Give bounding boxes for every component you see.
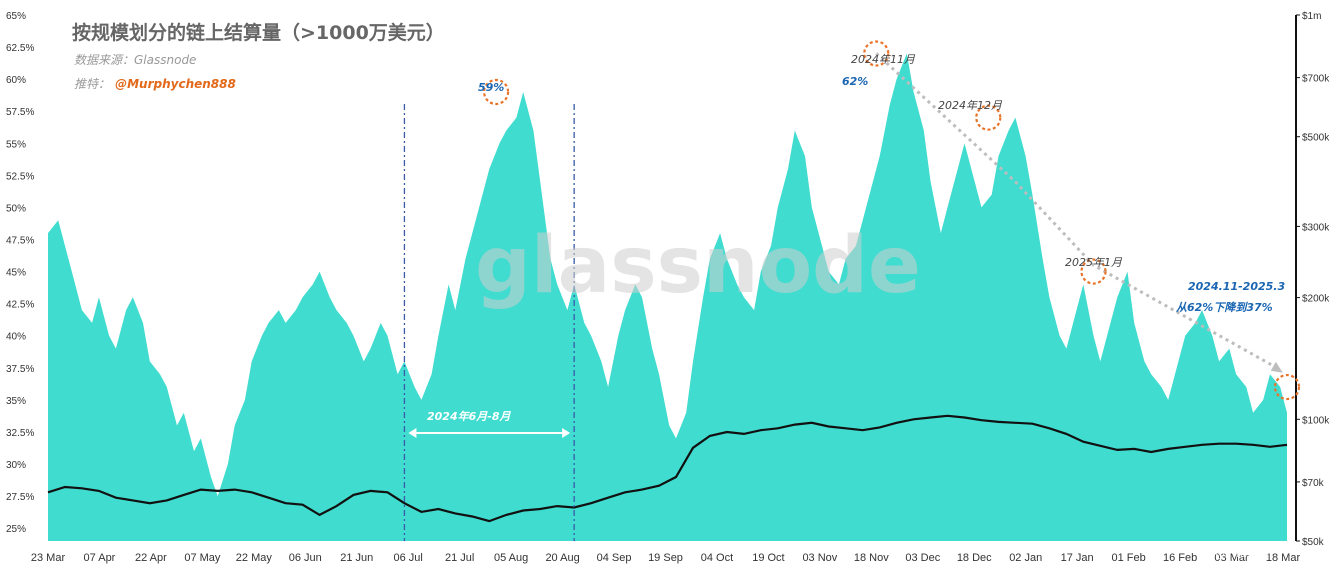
x-tick-label: 22 Apr — [135, 552, 167, 564]
x-tick-label: 23 Mar — [31, 552, 66, 564]
y-right-tick-label: $100k — [1302, 415, 1330, 426]
period-label: 2024年6月-8月 — [427, 410, 511, 423]
x-tick-label: 17 Jan — [1061, 552, 1094, 564]
summary-change-label: 从62%下降到37% — [1176, 301, 1273, 314]
y-left-tick-label: 25% — [6, 524, 26, 535]
peak-circle — [482, 78, 510, 106]
y-right-tick-label: $500k — [1302, 133, 1330, 144]
author-prefix: 推特： — [74, 77, 110, 91]
x-tick-label: 03 Mar — [1214, 552, 1249, 564]
nov-label: 2024年11月 — [851, 53, 916, 66]
watermark: glassnode — [475, 221, 921, 311]
jan-label: 2025年1月 — [1065, 256, 1123, 269]
x-tick-label: 18 Mar — [1266, 552, 1301, 564]
chart-title: 按规模划分的链上结算量（>1000万美元） — [72, 21, 445, 44]
decline-trend-arrowhead — [1270, 361, 1283, 373]
x-tick-label: 22 May — [236, 552, 273, 564]
y-axis-right: $1m $700k $500k $300k $200k $100k $70k $50k — [1295, 11, 1330, 548]
x-tick-label: 03 Nov — [802, 552, 837, 564]
x-tick-label: 18 Dec — [957, 552, 992, 564]
x-tick-label: 18 Nov — [854, 552, 889, 564]
x-tick-label: 02 Jan — [1009, 552, 1042, 564]
period-arrow-right-head — [562, 428, 571, 438]
x-tick-label: 01 Feb — [1112, 552, 1146, 564]
btc-price-line — [47, 414, 1288, 523]
y-right-tick-label: $1m — [1302, 11, 1321, 22]
y-left-tick-label: 42.5% — [6, 300, 34, 311]
summary-range-label: 2024.11-2025.3 — [1188, 280, 1285, 293]
data-source: 数据来源：Glassnode — [74, 53, 196, 67]
x-tick-label: 20 Aug — [545, 552, 579, 564]
y-left-tick-label: 47.5% — [6, 236, 34, 247]
x-tick-label: 21 Jul — [445, 552, 474, 564]
y-left-tick-label: 65% — [6, 11, 26, 22]
peak-circle — [1273, 373, 1301, 401]
x-tick-label: 04 Sep — [597, 552, 632, 564]
y-left-tick-label: 27.5% — [6, 492, 34, 503]
peak-jul-label: 59% — [478, 81, 504, 94]
y-right-tick-label: $300k — [1302, 222, 1330, 233]
x-tick-label: 03 Dec — [905, 552, 940, 564]
y-left-tick-label: 45% — [6, 268, 26, 279]
decline-trend-arrow — [875, 52, 1278, 370]
y-axis-left: 65% 62.5% 60% 57.5% 55% 52.5% 50% 47.5% 45% 42.5%… — [6, 11, 34, 535]
x-tick-label: 19 Oct — [752, 552, 784, 564]
peak-circle — [1080, 258, 1107, 285]
y-left-tick-label: 32.5% — [6, 428, 34, 439]
x-tick-label: 21 Jun — [340, 552, 373, 564]
y-right-tick-label: $50k — [1302, 537, 1325, 548]
x-tick-label: 07 May — [184, 552, 221, 564]
x-axis: 23 Mar 07 Apr 22 Apr 07 May 22 May 06 Jun 21 J… — [31, 552, 1301, 564]
x-tick-label: 06 Jul — [394, 552, 423, 564]
y-right-tick-label: $700k — [1302, 74, 1330, 85]
x-tick-label: 04 Oct — [701, 552, 733, 564]
dec-label: 2024年12月 — [938, 99, 1003, 112]
annotation-layer — [403, 40, 1301, 541]
nov-value-label: 62% — [842, 75, 868, 88]
y-left-tick-label: 55% — [6, 139, 26, 150]
x-tick-label: 16 Feb — [1163, 552, 1197, 564]
author-handle[interactable]: @Murphychen888 — [115, 77, 236, 91]
x-tick-label: 05 Aug — [494, 552, 528, 564]
y-left-tick-label: 52.5% — [6, 171, 34, 182]
y-left-tick-label: 37.5% — [6, 364, 34, 375]
y-left-tick-label: 62.5% — [6, 43, 34, 54]
y-left-tick-label: 30% — [6, 460, 26, 471]
y-right-tick-label: $200k — [1302, 294, 1330, 305]
y-right-tick-label: $70k — [1302, 478, 1325, 489]
y-left-tick-label: 57.5% — [6, 107, 34, 118]
x-tick-label: 06 Jun — [289, 552, 322, 564]
y-left-tick-label: 60% — [6, 75, 26, 86]
period-arrow-left-head — [408, 428, 417, 438]
peak-circle — [863, 40, 890, 67]
peak-circle — [975, 104, 1002, 131]
y-left-tick-label: 35% — [6, 396, 26, 407]
y-left-tick-label: 40% — [6, 332, 26, 343]
plot-area — [47, 53, 1288, 541]
y-left-tick-label: 50% — [6, 203, 26, 214]
x-tick-label: 19 Sep — [648, 552, 683, 564]
corner-watermark: ⊛ @Murph — [1200, 546, 1269, 561]
author-line: 推特： @Murphychen888 — [74, 73, 236, 92]
x-tick-label: 07 Apr — [84, 552, 116, 564]
